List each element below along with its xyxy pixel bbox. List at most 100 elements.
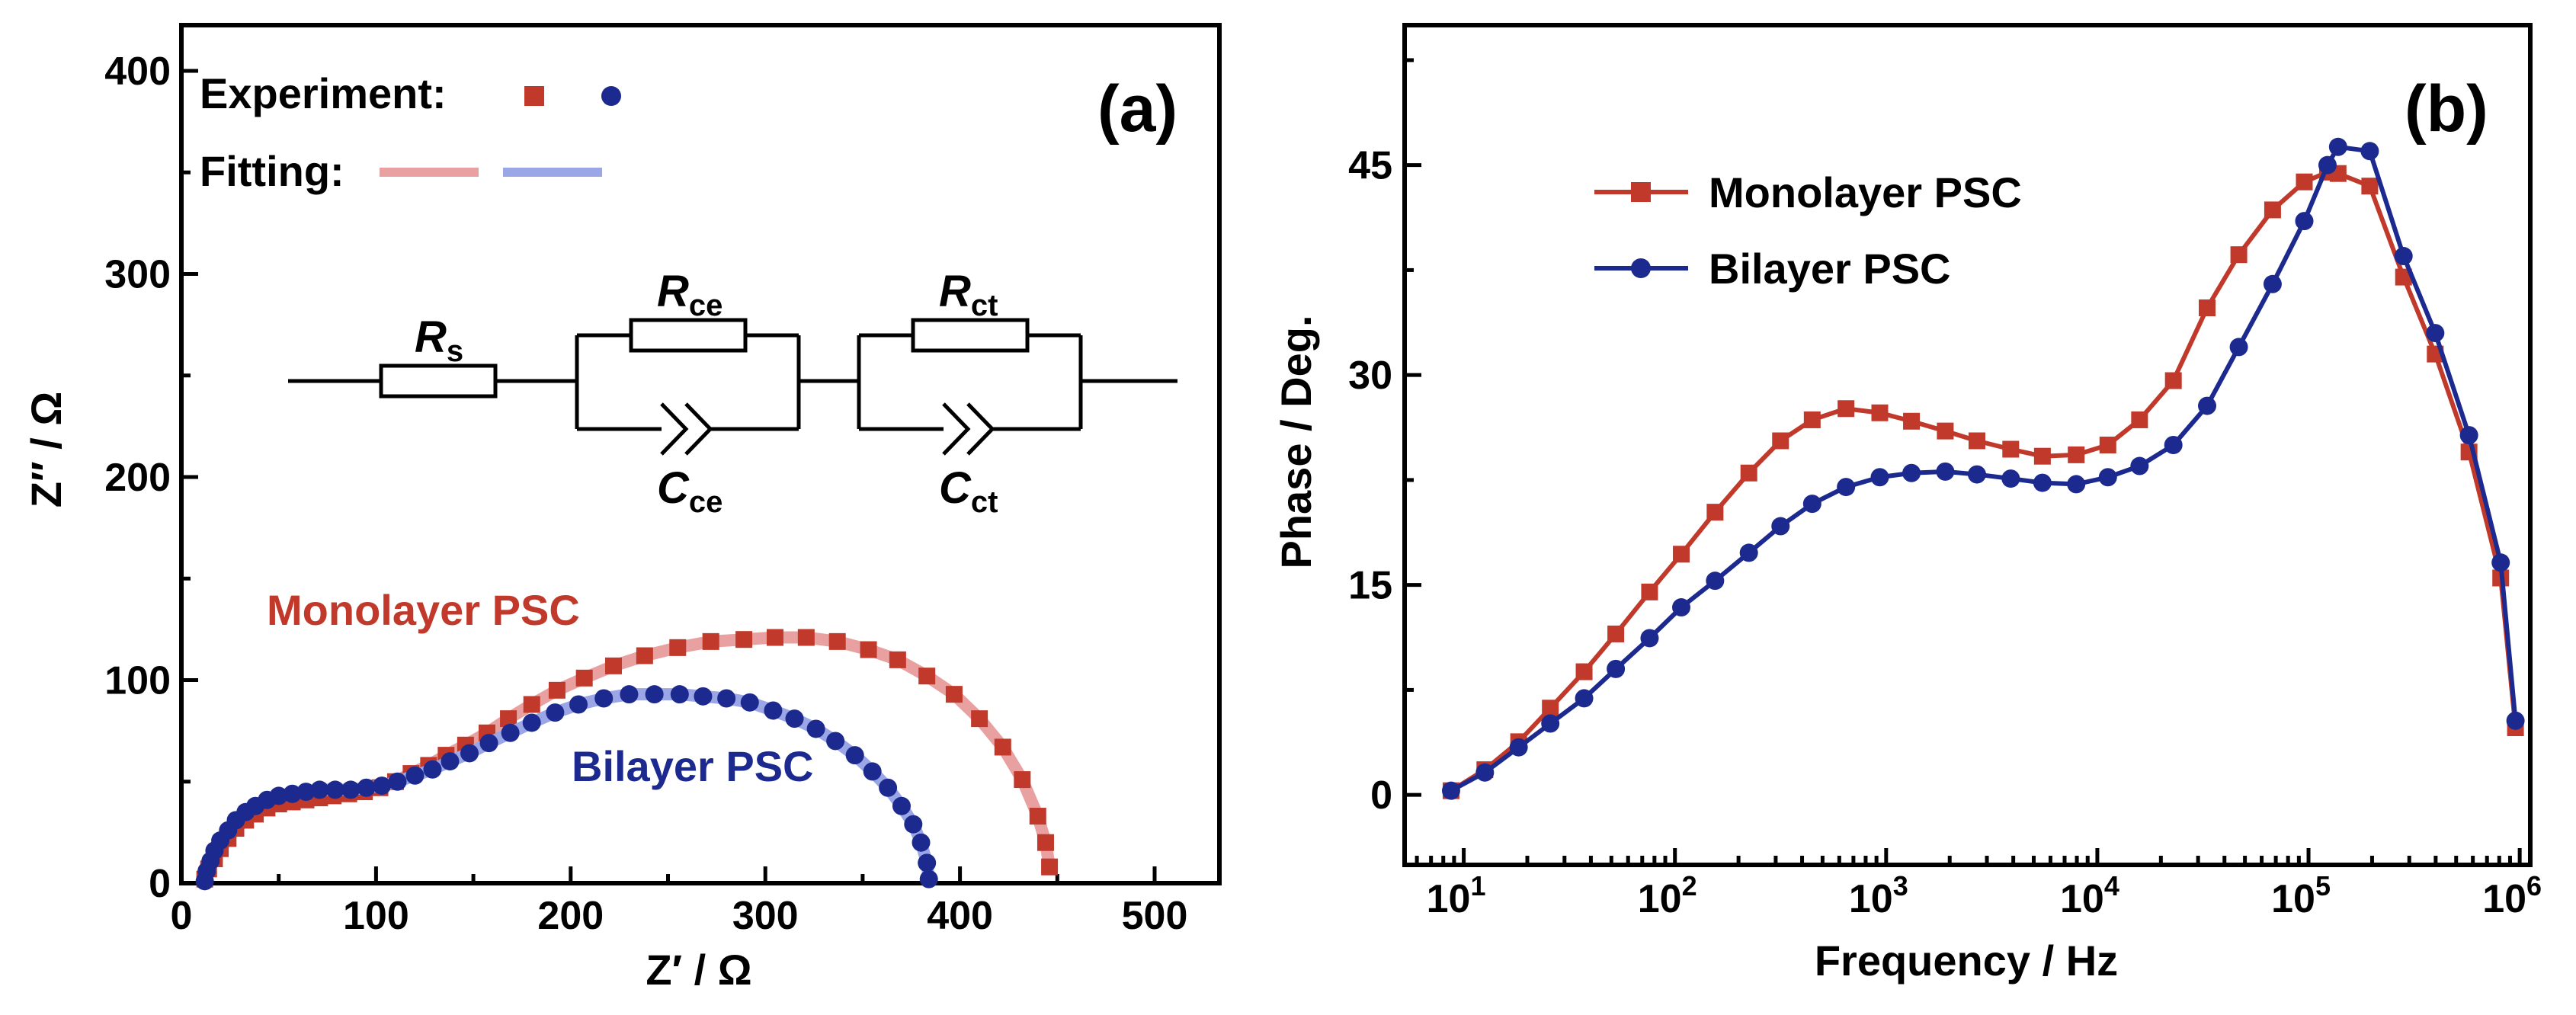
data-point: [2230, 246, 2248, 264]
data-point: [740, 693, 759, 712]
data-point: [1014, 771, 1031, 789]
data-point: [604, 657, 622, 674]
data-point: [2068, 446, 2085, 463]
data-point: [764, 701, 783, 720]
data-point: [1837, 400, 1855, 418]
data-point: [945, 686, 963, 703]
label-cce: Cce: [657, 463, 722, 519]
data-point: [1475, 763, 1495, 782]
data-point: [2130, 456, 2149, 475]
data-point: [1672, 598, 1691, 617]
panel-b-legend: Monolayer PSC Bilayer PSC: [1594, 168, 2022, 293]
data-point: [2263, 274, 2282, 293]
data-point: [670, 685, 689, 704]
x-tick-label: 200: [537, 894, 604, 938]
data-point: [1802, 495, 1821, 514]
data-point: [645, 685, 664, 704]
panel-a-x-title: Z′ / Ω: [646, 946, 751, 994]
data-point: [1575, 663, 1593, 680]
data-point: [405, 766, 425, 785]
data-point: [2491, 553, 2510, 572]
data-point: [2131, 411, 2148, 428]
data-point: [310, 780, 329, 799]
data-point: [2164, 436, 2183, 454]
data-point: [1706, 504, 1724, 521]
data-point: [904, 815, 923, 834]
data-point: [694, 687, 713, 706]
data-point: [325, 780, 344, 799]
panel-a-frame: [179, 23, 1222, 885]
data-point: [669, 639, 687, 656]
data-point: [1902, 463, 1921, 482]
data-point: [2001, 469, 2020, 488]
legend-bilayer-marker: [601, 86, 621, 106]
data-point: [2318, 155, 2337, 175]
series-line: [1450, 169, 2518, 793]
x-tick-label: 104: [2060, 870, 2119, 921]
data-point: [2328, 137, 2347, 156]
data-point: [283, 784, 302, 803]
panel-a-x-axis: 0 100 200 300 400 500: [171, 866, 1187, 938]
data-point: [388, 772, 407, 791]
data-point: [479, 734, 498, 753]
data-point: [845, 746, 864, 765]
data-point: [523, 696, 540, 713]
data-point: [1803, 411, 1821, 428]
x-tick-label: 101: [1427, 870, 1486, 921]
y-tick-label: 30: [1348, 354, 1392, 398]
label-rce: Rce: [657, 267, 722, 322]
x-tick-label: 0: [171, 894, 193, 938]
legend-fitting-label: Fitting:: [200, 147, 344, 195]
panel-b-y-title: Phase / Deg.: [1272, 315, 1320, 568]
panel-a-label: (a): [1097, 72, 1177, 146]
x-tick-label: 300: [732, 894, 799, 938]
data-point: [2506, 711, 2525, 730]
data-point: [1937, 422, 1954, 440]
data-point: [994, 738, 1011, 756]
data-point: [797, 629, 815, 646]
legend-experiment-label: Experiment:: [200, 69, 447, 117]
data-point: [1903, 412, 1921, 430]
data-point: [546, 703, 565, 722]
cpe-cce: [660, 402, 713, 456]
series-label-bilayer: Bilayer PSC: [572, 742, 814, 790]
panel-a-legend: Experiment: Fitting:: [200, 69, 621, 195]
y-tick-label: 0: [149, 862, 171, 906]
data-point: [620, 685, 639, 704]
legend-monolayer-marker: [524, 86, 544, 106]
legend-b-bilayer-marker: [1631, 258, 1651, 278]
data-point: [296, 783, 316, 802]
data-point: [2361, 178, 2379, 195]
data-point: [2394, 247, 2413, 266]
panel-b-frame: [1402, 23, 2533, 867]
data-point: [501, 723, 520, 742]
panel-b-x-title: Frequency / Hz: [1815, 937, 2118, 985]
panel-a-y-title: Z″ / Ω: [22, 392, 70, 508]
equivalent-circuit: Rs Rce Cce Rct Cct: [288, 267, 1177, 519]
data-point: [1772, 432, 1789, 450]
data-point: [1542, 700, 1559, 717]
panel-a: 0 100 200 300 400 500 0 100 200 300 400 (a) Z′ / …: [22, 23, 1222, 994]
cpe-cct: [942, 402, 995, 456]
data-point: [2295, 212, 2314, 231]
data-point: [2067, 475, 2086, 494]
data-point: [2033, 473, 2052, 492]
data-point: [918, 853, 937, 873]
series-bilayer: [195, 685, 938, 891]
data-point: [912, 833, 931, 852]
data-point: [826, 732, 845, 751]
data-point: [548, 681, 566, 699]
data-point: [1640, 629, 1659, 648]
data-point: [2459, 426, 2478, 445]
x-tick-label: 105: [2271, 870, 2331, 921]
resistor-rce: [629, 318, 748, 353]
data-point: [879, 778, 898, 797]
data-point: [1871, 404, 1889, 421]
resistor-rs: [379, 363, 498, 399]
data-point: [860, 641, 877, 658]
data-point: [785, 709, 804, 728]
data-point: [1509, 738, 1528, 757]
data-point: [2229, 338, 2248, 357]
data-point: [1837, 478, 1856, 497]
